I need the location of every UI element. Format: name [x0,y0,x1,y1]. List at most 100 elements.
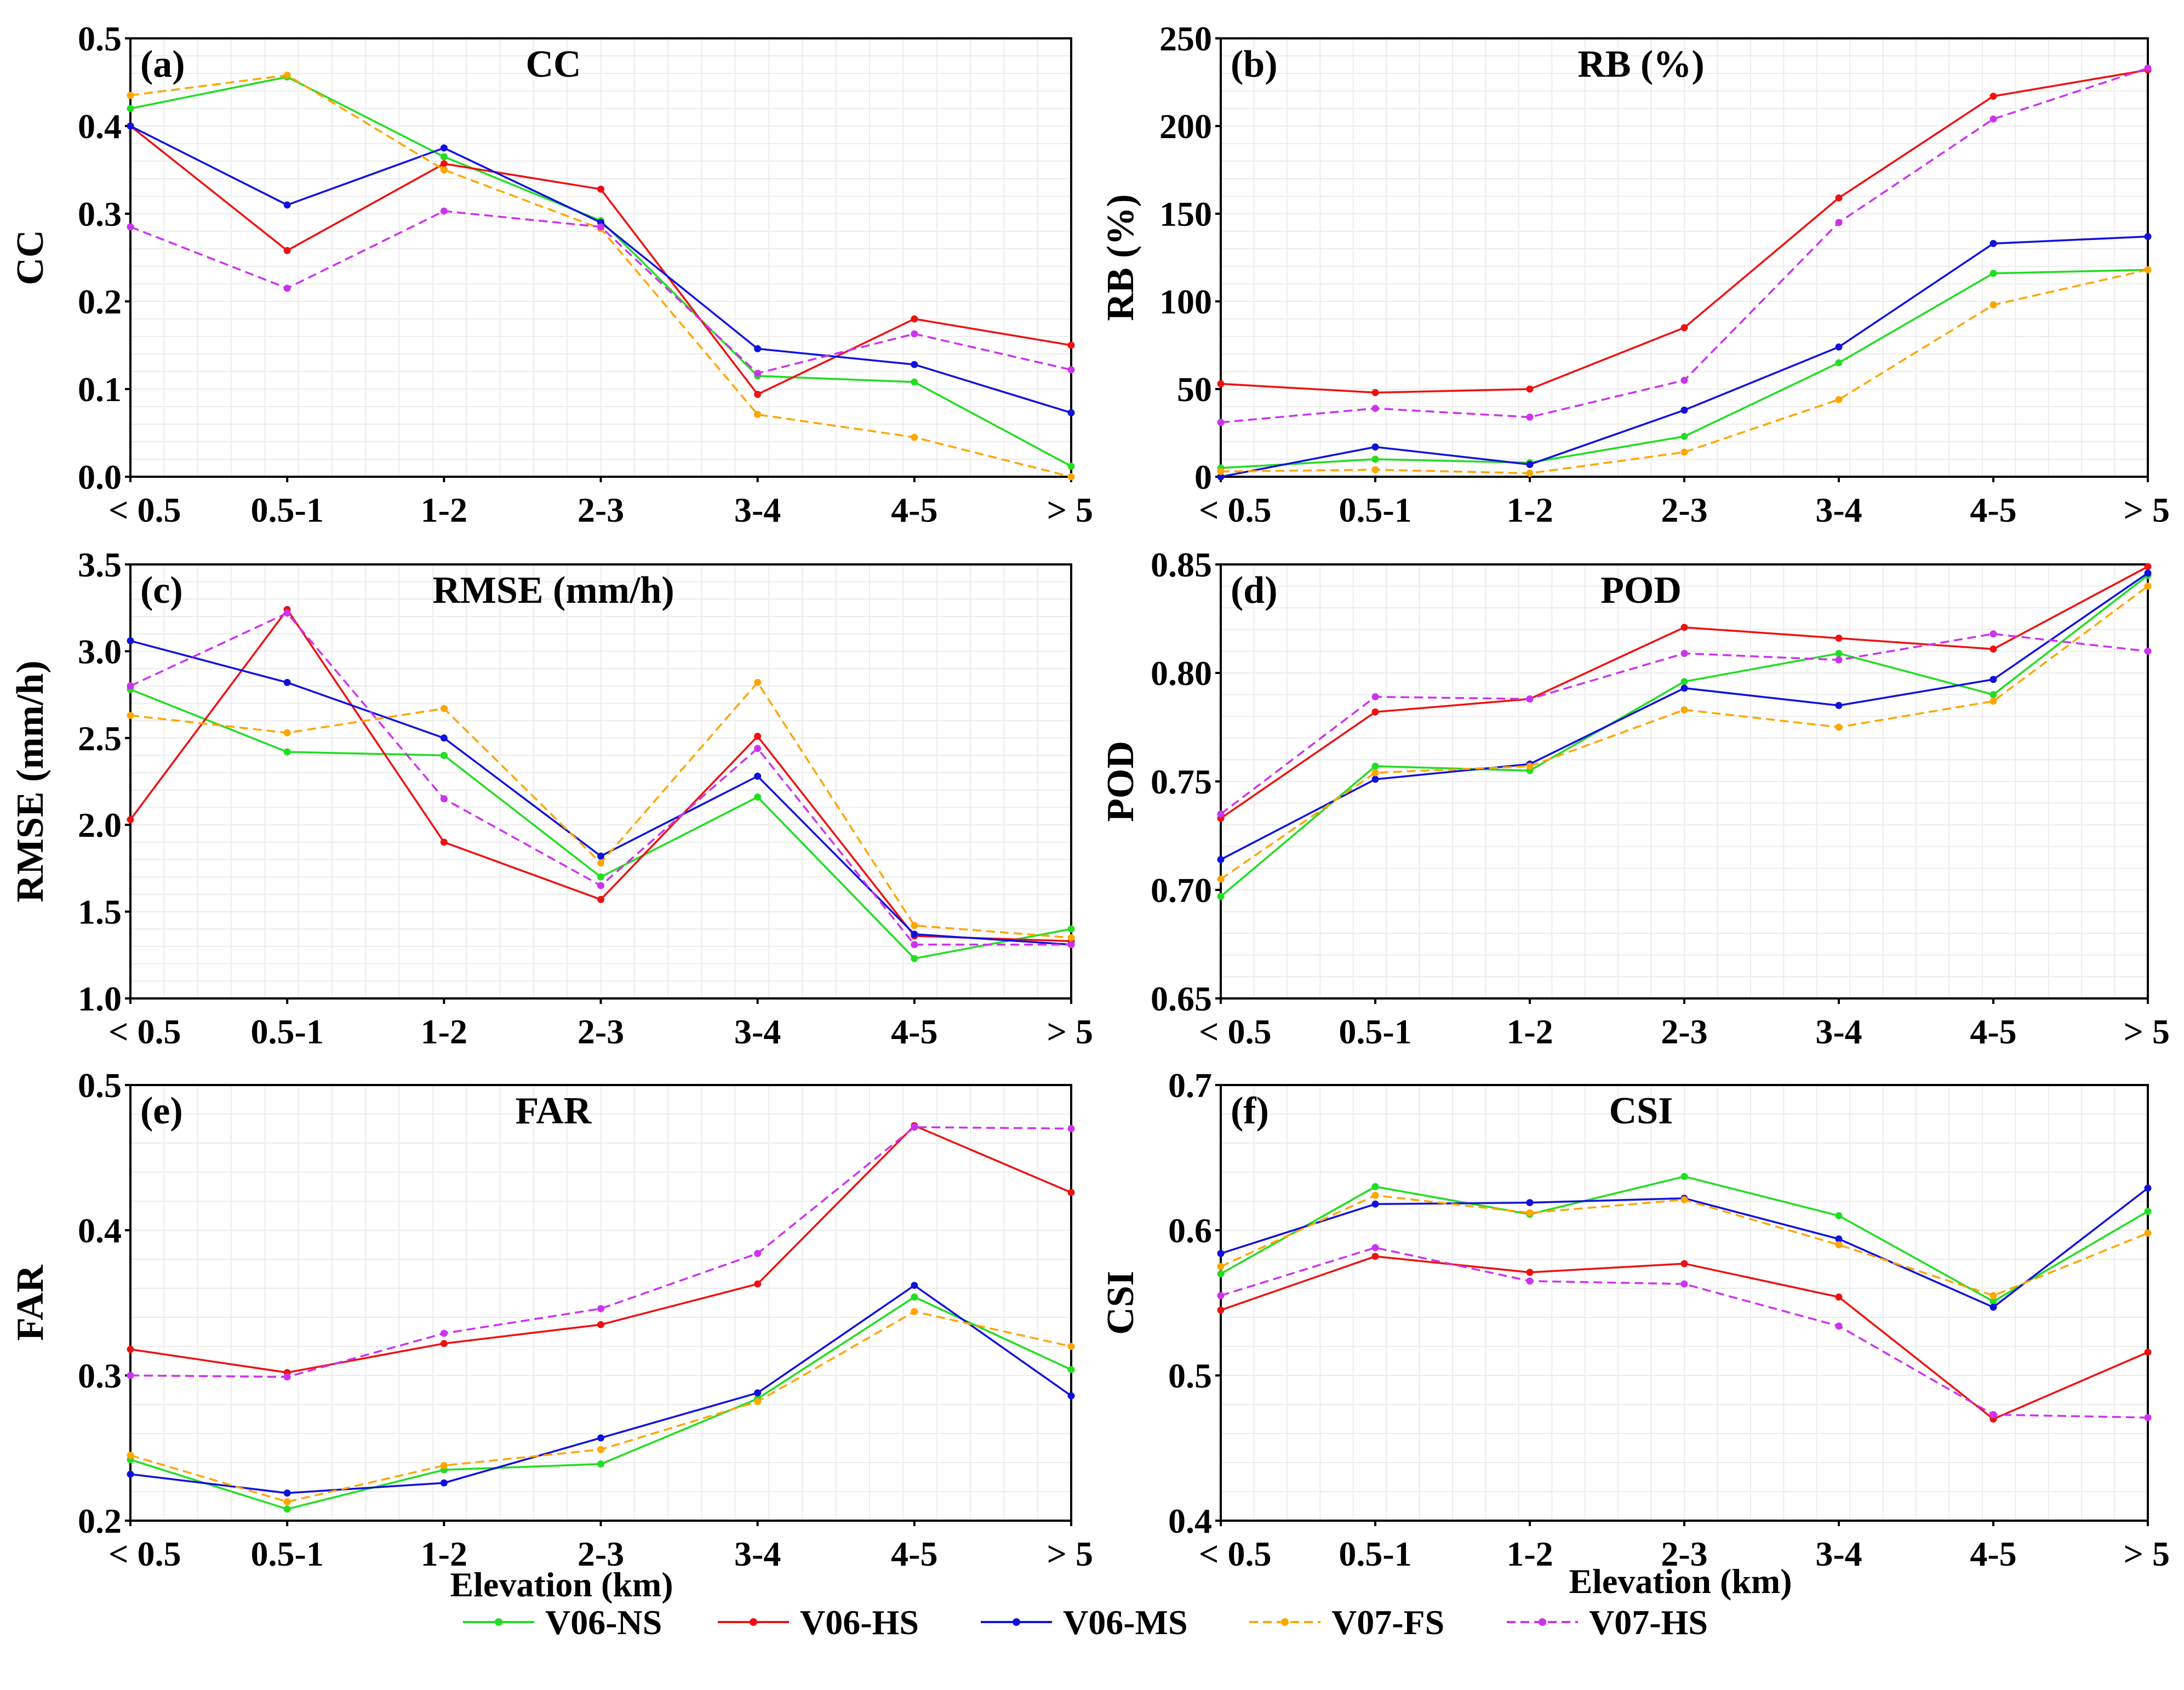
series-v07-hs-e [127,1123,1075,1381]
panel-label-f: (f) [1231,1090,1269,1132]
x-tick-label: 4-5 [891,490,937,529]
data-point [1371,443,1379,451]
data-point [1989,697,1997,705]
series-v07-hs-b [1217,64,2152,426]
panel-label-d: (d) [1231,569,1278,612]
x-tick-label: 2-3 [1661,490,1707,529]
x-tick-label: 1-2 [421,490,467,529]
x-tick-label: 1-2 [1506,1534,1553,1573]
data-point [1067,925,1075,933]
data-point [1680,678,1688,686]
data-point [1526,762,1534,770]
data-point [1835,219,1843,226]
data-point [754,733,762,740]
data-point [1371,389,1379,396]
data-point [283,1489,291,1497]
x-tick-label: 2-3 [1661,1012,1707,1051]
data-point [283,678,291,686]
data-point [1371,404,1379,412]
series-v06-ms-b [1217,233,2152,481]
data-point [754,772,762,780]
y-axis-label-d: POD [1100,741,1142,822]
y-tick-label: 0.6 [1168,1211,1212,1250]
data-point [1526,385,1534,393]
data-point [1067,1125,1075,1132]
legend-marker [495,1618,502,1626]
data-point [1371,1200,1379,1208]
legend-marker [1281,1618,1289,1626]
data-point [440,1461,448,1469]
y-tick-label: 3.0 [78,632,122,671]
data-point [911,378,918,386]
y-tick-label: 0.2 [78,1501,122,1540]
y-axis-label-f: CSI [1100,1271,1142,1335]
data-point [911,1293,918,1301]
x-tick-label: < 0.5 [1199,490,1271,529]
y-tick-label: 1.5 [78,893,122,932]
data-point [1989,270,1997,277]
data-point [1835,656,1843,664]
data-point [911,330,918,338]
data-point [1835,635,1843,642]
data-point [127,223,134,231]
data-point [2144,647,2152,655]
data-point [440,1479,448,1487]
data-point [1067,463,1075,470]
y-tick-label: 3.5 [78,545,122,584]
data-point [1217,380,1225,387]
x-tick-label: 3-4 [734,1012,781,1051]
x-tick-label: < 0.5 [108,1534,181,1573]
data-point [1067,941,1075,949]
x-tick-label: > 5 [2124,490,2170,529]
grid-e [130,1085,1071,1521]
data-point [283,729,291,736]
data-point [127,105,134,112]
data-point [1989,115,1997,123]
data-point [2144,1208,2152,1215]
data-point [1835,359,1843,367]
data-point [440,1340,448,1348]
legend-label: V07-HS [1589,1603,1708,1642]
y-tick-label: 2.5 [78,719,122,758]
x-tick-label: 1-2 [421,1012,467,1051]
legend-label: V06-HS [800,1603,919,1642]
series-v07-fs-d [1217,583,2152,883]
data-point [911,361,918,368]
y-tick-label: 100 [1159,282,1212,321]
x-tick-label: > 5 [2124,1012,2170,1051]
data-point [597,1446,604,1453]
x-tick-label: 1-2 [421,1534,467,1573]
data-point [1680,1196,1688,1203]
data-point [2144,1349,2152,1356]
y-tick-label: 0.3 [78,1356,122,1395]
data-point [1371,466,1379,473]
data-point [127,682,134,690]
x-tick-label: 0.5-1 [1339,1012,1411,1051]
x-tick-label: < 0.5 [108,1012,181,1051]
x-tick-label: 1-2 [1506,490,1553,529]
data-point [1217,419,1225,426]
data-point [1217,1306,1225,1314]
data-point [2144,1229,2152,1237]
data-point [283,748,291,756]
data-point [1067,1366,1075,1373]
data-point [1989,1303,1997,1311]
series-v07-hs-a [127,207,1075,377]
panel-a: 0.0 0.1 0.2 0.3 0.4 0.5 < 0.5 0.5-1 1-2 2-3 3-4 4-5… [9,19,1093,529]
x-tick-label: 3-4 [1815,490,1862,529]
data-point [1835,343,1843,351]
data-point [1067,1189,1075,1196]
data-point [283,71,291,79]
data-point [1217,473,1225,481]
y-tick-label: 150 [1159,195,1212,233]
data-point [597,1321,604,1328]
data-point [911,930,918,938]
data-point [1526,1199,1534,1207]
panel-e: 0.2 0.3 0.4 0.5 < 0.5 0.5-1 1-2 2-3 3-4 4-5 > 5 FAR… [9,1066,1093,1573]
data-point [1989,1298,1997,1305]
grid-f [1221,1085,2148,1521]
data-point [597,873,604,881]
data-point [1526,1277,1534,1285]
data-point [440,1329,448,1337]
